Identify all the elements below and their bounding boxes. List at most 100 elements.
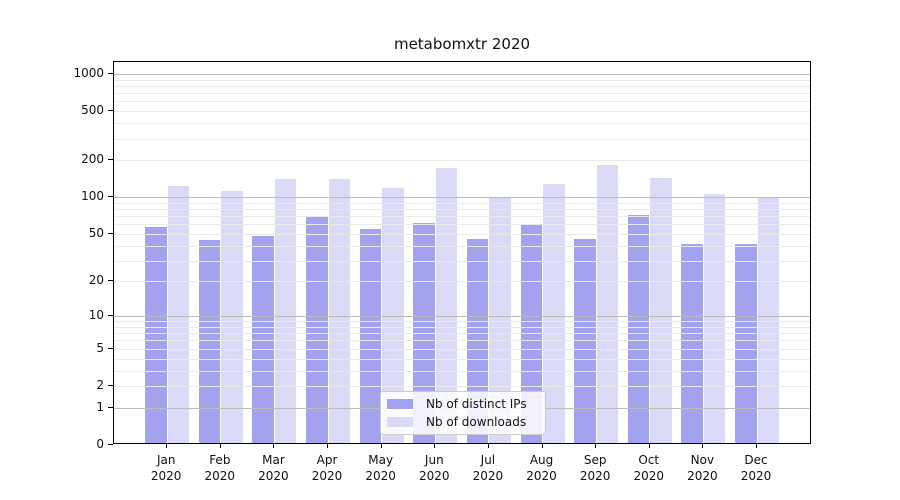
legend-label-downloads: Nb of downloads [426,415,527,429]
x-tick-label-oct: Oct 2020 [633,453,665,483]
x-tick-mark [487,444,489,448]
gridline-minor [114,123,810,125]
bar-downloads-aug [543,184,565,443]
gridline-minor [114,101,810,103]
y-tick-mark [108,444,113,445]
bar-distinct-ips-apr [306,217,328,443]
gridline-minor [114,79,810,81]
y-tick-label: 500 [81,103,104,118]
gridline-minor [114,340,810,342]
y-tick-label: 20 [88,273,104,288]
x-tick-label-nov: Nov 2020 [687,453,718,483]
x-tick-label-sep: Sep 2020 [579,453,611,483]
x-tick-label-jun: Jun 2020 [419,453,450,483]
chart-title: metabomxtr 2020 [393,35,531,53]
gridline-minor [114,224,810,226]
gridline-minor [114,93,810,95]
gridline-minor [114,245,810,247]
bar-downloads-mar [274,179,297,443]
plot-area [113,61,811,444]
y-tick-label: 50 [88,225,104,240]
gridline-minor [114,233,810,235]
x-tick-mark [756,444,758,448]
y-tick-label: 1000 [73,65,104,80]
gridline-minor [114,358,810,360]
x-tick-mark [219,444,221,448]
y-tick-mark [108,72,113,74]
x-tick-label-aug: Aug 2020 [526,453,557,483]
bar-distinct-ips-jan [145,226,167,443]
legend-swatch-distinct-ips [387,399,413,409]
x-tick-label-jul: Jul 2020 [472,453,504,483]
bar-distinct-ips-nov [681,243,703,443]
gridline-minor [114,111,810,113]
gridline-minor [114,216,810,218]
bar-downloads-jun [435,168,458,443]
gridline-minor [114,370,810,372]
x-tick-mark [273,444,275,448]
y-tick-mark [108,385,113,386]
x-tick-label-may: May 2020 [365,453,396,483]
legend-label-distinct-ips: Nb of distinct IPs [426,397,527,411]
y-tick-label: 1 [96,399,104,414]
y-tick-label: 200 [81,152,104,167]
bar-distinct-ips-oct [627,214,650,443]
y-tick-mark [108,406,113,408]
x-tick-mark [541,444,543,448]
gridline-minor [114,202,810,204]
x-tick-label-mar: Mar 2020 [258,453,289,483]
x-tick-mark [380,444,382,448]
y-tick-mark [108,110,113,112]
bar-downloads-nov [703,193,726,443]
x-tick-mark [595,444,597,448]
bar-downloads-dec [757,198,780,443]
bar-distinct-ips-mar [252,236,274,443]
bar-downloads-apr [328,179,351,443]
gridline-minor [114,321,810,323]
y-tick-label: 0 [96,437,104,451]
x-tick-label-jan: Jan 2020 [150,453,182,483]
x-tick-mark [327,444,329,448]
x-tick-mark [648,444,650,448]
legend-swatch-downloads [387,417,413,427]
y-tick-mark [108,159,113,161]
bar-distinct-ips-dec [735,243,757,443]
x-tick-mark [434,444,436,448]
y-tick-mark [108,347,113,349]
gridline-major [114,316,810,318]
bar-downloads-sep [596,165,619,443]
y-tick-label: 5 [96,340,104,355]
x-tick-label-dec: Dec 2020 [740,453,772,483]
bar-downloads-jul [489,198,511,443]
bar-downloads-oct [650,177,672,443]
y-tick-label: 100 [81,189,104,204]
x-tick-mark [166,444,168,448]
gridline-minor [114,327,810,328]
gridline-minor [114,160,810,162]
legend: Nb of distinct IPs Nb of downloads [380,391,546,435]
y-tick-label: 10 [88,308,104,323]
gridline-minor [114,260,810,262]
legend-row-downloads: Nb of downloads [387,413,539,431]
gridline-minor [114,85,810,87]
bar-downloads-may [382,187,404,443]
gridline-minor [114,209,810,210]
gridline-minor [114,138,810,140]
y-tick-mark [108,232,113,234]
y-tick-mark [108,196,113,198]
y-tick-label: 2 [96,378,104,392]
gridline-major [114,73,810,75]
bar-distinct-ips-jun [413,223,435,443]
bar-downloads-jan [167,185,190,443]
x-tick-label-feb: Feb 2020 [204,453,236,483]
gridline-major [114,197,810,199]
gridline-minor [114,386,810,387]
gridline-minor [114,333,810,335]
legend-row-distinct-ips: Nb of distinct IPs [387,395,539,413]
y-tick-mark [108,315,113,317]
x-tick-label-apr: Apr 2020 [311,453,343,483]
gridline-minor [114,281,810,283]
x-tick-mark [702,444,704,448]
y-tick-mark [108,280,113,282]
